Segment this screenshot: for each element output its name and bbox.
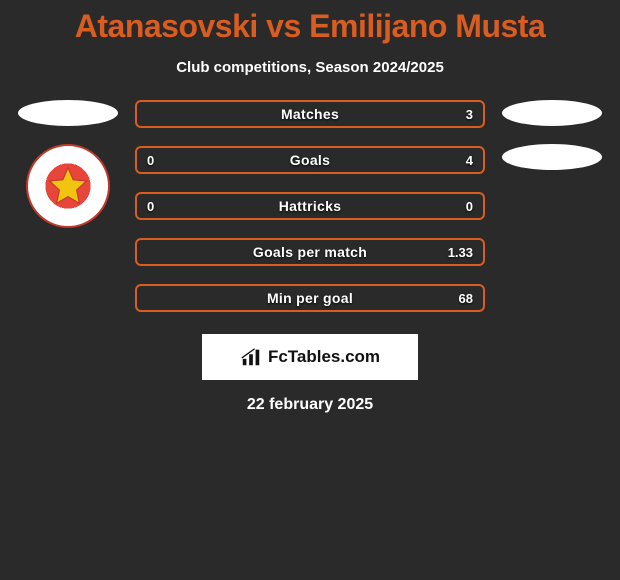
right-player-column	[497, 100, 607, 170]
stat-row-hattricks: 0 Hattricks 0	[135, 192, 485, 220]
stat-label: Matches	[281, 106, 339, 122]
stat-left-value: 0	[147, 199, 154, 214]
star-icon	[46, 164, 90, 208]
player-silhouette	[18, 100, 118, 126]
player-silhouette	[502, 100, 602, 126]
player-silhouette	[502, 144, 602, 170]
stats-column: Matches 3 0 Goals 4 0 Hattricks 0 Goals …	[135, 100, 485, 312]
club-badge-partizani	[26, 144, 110, 228]
stat-row-goals-per-match: Goals per match 1.33	[135, 238, 485, 266]
stat-label: Goals	[290, 152, 330, 168]
stat-row-goals: 0 Goals 4	[135, 146, 485, 174]
brand-watermark: FcTables.com	[202, 334, 418, 380]
stat-right-value: 4	[466, 153, 473, 168]
comparison-grid: Matches 3 0 Goals 4 0 Hattricks 0 Goals …	[0, 100, 620, 312]
stat-label: Min per goal	[267, 290, 353, 306]
stat-row-min-per-goal: Min per goal 68	[135, 284, 485, 312]
stat-label: Hattricks	[279, 198, 342, 214]
subtitle: Club competitions, Season 2024/2025	[0, 59, 620, 76]
brand-text: FcTables.com	[268, 347, 380, 367]
stat-left-value: 0	[147, 153, 154, 168]
stat-row-matches: Matches 3	[135, 100, 485, 128]
stat-label: Goals per match	[253, 244, 367, 260]
stat-right-value: 0	[466, 199, 473, 214]
stat-right-value: 68	[459, 291, 473, 306]
left-player-column	[13, 100, 123, 228]
page-title: Atanasovski vs Emilijano Musta	[0, 8, 620, 45]
bar-chart-icon	[240, 346, 262, 368]
date-label: 22 february 2025	[0, 396, 620, 414]
stat-right-value: 3	[466, 107, 473, 122]
stat-right-value: 1.33	[448, 245, 473, 260]
